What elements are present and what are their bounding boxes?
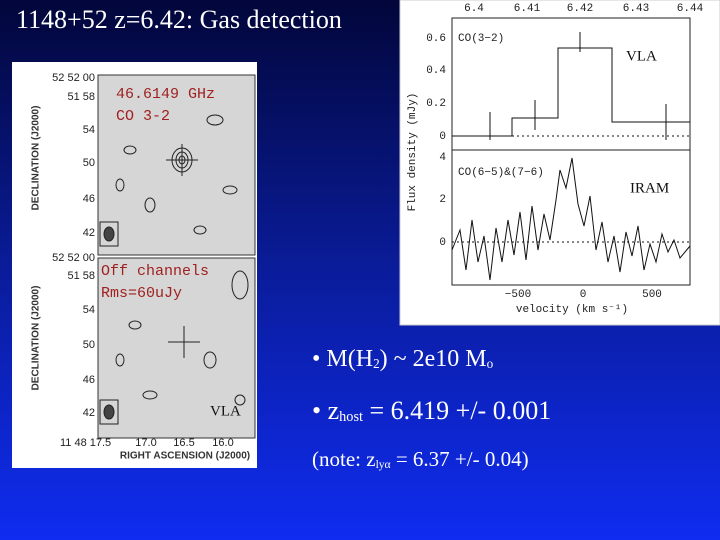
map-y-tick: 46 [83,193,95,205]
map-y-tick: 51 58 [67,270,95,282]
map-x-tick: 16.5 [173,437,194,449]
spectrum-figure [399,0,720,326]
map-label: Off channels [101,263,209,280]
spectrum-y-tick: 0 [439,237,446,249]
bullet: • zhost = 6.419 +/- 0.001 [312,396,551,426]
map-y-tick: 50 [83,339,95,351]
text: = 6.37 +/- 0.04) [390,447,529,471]
map-label: VLA [210,403,241,419]
map-x-label: RIGHT ASCENSION (J2000) [120,451,250,462]
bullet: • M(H2) ~ 2e10 Mo [312,346,493,373]
map-label: 46.6149 GHz [116,86,215,103]
map-panel [97,257,256,439]
text: = 6.419 +/- 0.001 [363,396,552,425]
subscript: 2 [373,356,380,371]
spectrum-instrument: IRAM [630,180,669,196]
spectrum-y-tick: 2 [439,194,446,206]
map-panel [97,74,256,256]
spectrum-top-tick: 6.43 [623,3,649,15]
spectrum-x-tick: 0 [580,289,587,301]
map-x-tick: 11 48 17.5 [60,437,111,449]
spectrum-x-label: velocity (km s⁻¹) [516,304,628,316]
map-y-label: DECLINATION (J2000) [31,106,42,211]
map-y-tick: 42 [83,407,95,419]
map-y-tick: 51 58 [67,91,95,103]
spectrum-top-tick: 6.41 [514,3,541,15]
text: M(H [326,346,374,372]
note: (note: zlyα = 6.37 +/- 0.04) [312,447,529,472]
spectrum-y-label: Flux density (mJy) [407,93,419,212]
spectrum-traces [451,32,691,281]
text: z [327,396,340,425]
map-y-tick: 46 [83,374,95,386]
bullet-mark: • [312,396,322,425]
map-label: CO 3-2 [116,108,170,125]
spectrum-y-tick: 4 [439,152,446,164]
bullet-mark: • [312,346,321,372]
map-y-label: DECLINATION (J2000) [31,286,42,391]
spectrum-y-tick: 0.4 [426,65,446,77]
spectrum-instrument: VLA [626,48,657,64]
subscript: o [486,356,494,371]
text: (note: z [312,447,376,471]
contours [99,114,249,425]
spectrum-frame [451,149,691,286]
map-y-tick: 42 [83,227,95,239]
map-x-tick: 16.0 [212,437,233,449]
map-x-tick: 17.0 [135,437,156,449]
spectrum-x-tick: −500 [505,289,531,301]
map-y-tick: 52 52 00 [52,252,95,264]
spectrum-top-tick: 6.4 [464,3,484,15]
spectrum-top-tick: 6.42 [567,3,593,15]
text: ) ~ 2e10 M [379,346,487,372]
subscript: host [339,409,363,425]
spectrum-line-label: CO(3−2) [458,33,504,45]
map-y-tick: 52 52 00 [52,72,95,84]
spectrum-y-tick: 0 [439,131,446,143]
map-label: Rms=60uJy [101,285,182,302]
map-y-tick: 54 [83,304,95,316]
map-y-tick: 50 [83,157,95,169]
spectrum-top-tick: 6.44 [677,3,704,15]
spectrum-x-tick: 500 [642,289,662,301]
spectrum-line-label: CO(6−5)&(7−6) [458,167,544,179]
spectrum-y-tick: 0.2 [426,98,446,110]
map-y-tick: 54 [83,124,95,136]
slide-title: 1148+52 z=6.42: Gas detection [16,5,342,34]
subscript: lyα [375,459,391,471]
spectrum-y-tick: 0.6 [426,33,446,45]
